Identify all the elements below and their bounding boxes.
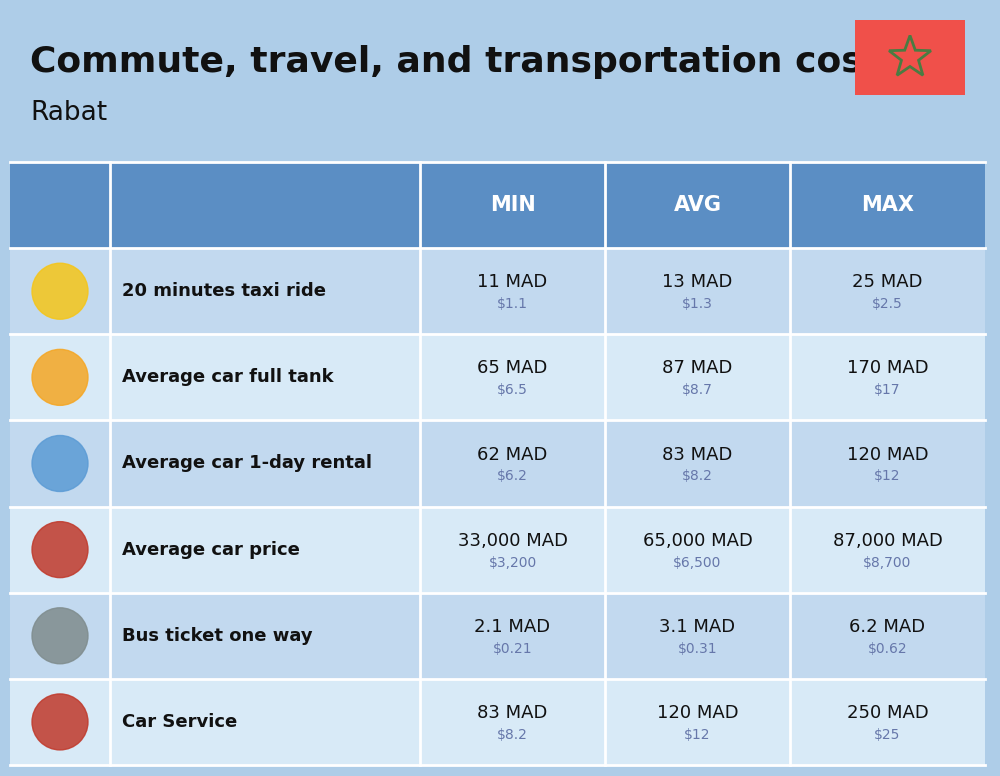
- Text: $0.62: $0.62: [868, 642, 907, 656]
- Bar: [10, 421, 985, 507]
- Text: 6.2 MAD: 6.2 MAD: [849, 618, 926, 636]
- Circle shape: [32, 263, 88, 319]
- Text: Commute, travel, and transportation costs: Commute, travel, and transportation cost…: [30, 45, 902, 79]
- Bar: [10, 593, 985, 679]
- Text: 83 MAD: 83 MAD: [662, 445, 733, 463]
- Text: $8,700: $8,700: [863, 556, 912, 570]
- Text: MIN: MIN: [490, 195, 535, 215]
- Text: 25 MAD: 25 MAD: [852, 273, 923, 291]
- Text: MAX: MAX: [861, 195, 914, 215]
- Bar: [10, 679, 985, 765]
- Text: $12: $12: [874, 469, 901, 483]
- Circle shape: [32, 521, 88, 577]
- Text: $0.21: $0.21: [493, 642, 532, 656]
- Text: Rabat: Rabat: [30, 100, 107, 126]
- Text: 120 MAD: 120 MAD: [657, 704, 738, 722]
- Text: $1.1: $1.1: [497, 297, 528, 311]
- Text: $3,200: $3,200: [488, 556, 537, 570]
- Text: $6.5: $6.5: [497, 383, 528, 397]
- Text: 20 minutes taxi ride: 20 minutes taxi ride: [122, 282, 326, 300]
- Text: $17: $17: [874, 383, 901, 397]
- Text: Average car full tank: Average car full tank: [122, 369, 334, 386]
- Bar: [10, 248, 985, 334]
- Text: 33,000 MAD: 33,000 MAD: [458, 532, 568, 549]
- Text: $8.2: $8.2: [497, 728, 528, 742]
- Text: 62 MAD: 62 MAD: [477, 445, 548, 463]
- Circle shape: [32, 694, 88, 750]
- Circle shape: [32, 608, 88, 663]
- Bar: [10, 334, 985, 421]
- Text: $8.7: $8.7: [682, 383, 713, 397]
- Text: $6,500: $6,500: [673, 556, 722, 570]
- Bar: [855, 20, 965, 95]
- Text: 87 MAD: 87 MAD: [662, 359, 733, 377]
- Text: 65,000 MAD: 65,000 MAD: [643, 532, 752, 549]
- Text: $0.31: $0.31: [678, 642, 717, 656]
- Text: Car Service: Car Service: [122, 713, 237, 731]
- Text: AVG: AVG: [674, 195, 722, 215]
- Text: 13 MAD: 13 MAD: [662, 273, 733, 291]
- Text: $8.2: $8.2: [682, 469, 713, 483]
- Text: 87,000 MAD: 87,000 MAD: [833, 532, 942, 549]
- Text: Average car 1-day rental: Average car 1-day rental: [122, 455, 372, 473]
- Circle shape: [32, 435, 88, 491]
- Text: 3.1 MAD: 3.1 MAD: [659, 618, 736, 636]
- Text: $6.2: $6.2: [497, 469, 528, 483]
- Text: 83 MAD: 83 MAD: [477, 704, 548, 722]
- Text: Bus ticket one way: Bus ticket one way: [122, 627, 313, 645]
- Text: Average car price: Average car price: [122, 541, 300, 559]
- Text: $1.3: $1.3: [682, 297, 713, 311]
- Text: 250 MAD: 250 MAD: [847, 704, 928, 722]
- Text: 65 MAD: 65 MAD: [477, 359, 548, 377]
- Circle shape: [32, 349, 88, 405]
- Text: 170 MAD: 170 MAD: [847, 359, 928, 377]
- Text: $2.5: $2.5: [872, 297, 903, 311]
- Text: 120 MAD: 120 MAD: [847, 445, 928, 463]
- Bar: [10, 162, 985, 248]
- Text: 2.1 MAD: 2.1 MAD: [474, 618, 551, 636]
- Text: $12: $12: [684, 728, 711, 742]
- Text: 11 MAD: 11 MAD: [477, 273, 548, 291]
- Bar: [10, 507, 985, 593]
- Text: $25: $25: [874, 728, 901, 742]
